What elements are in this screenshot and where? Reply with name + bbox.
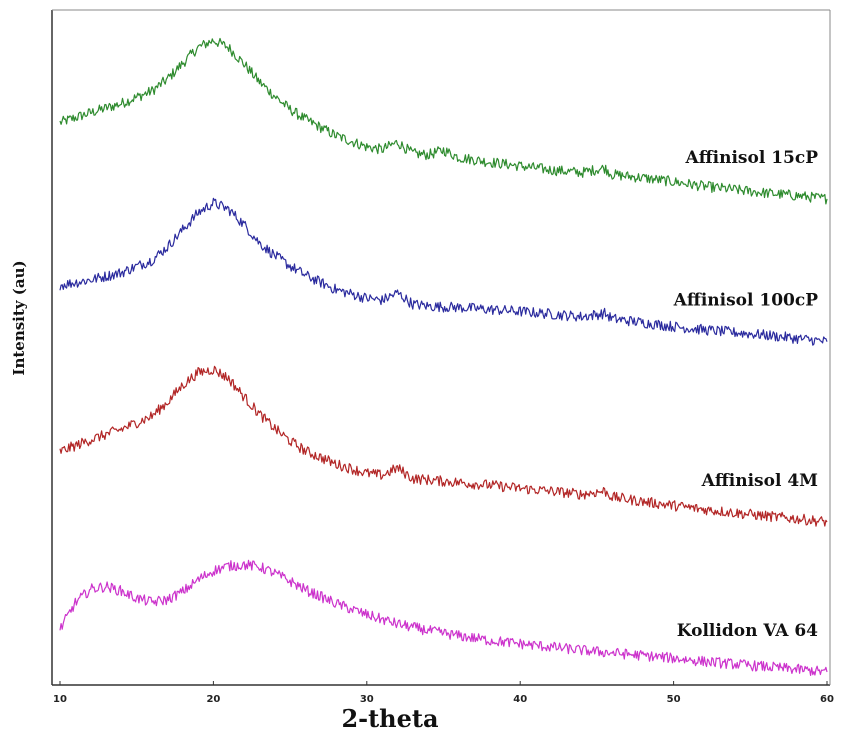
series-line-kollidon-va-64: [59, 559, 828, 676]
x-ticks: 10 20 30 40 50 60: [53, 681, 834, 705]
x-tick-label: 30: [360, 694, 374, 705]
x-tick-label: 50: [667, 694, 681, 705]
series-label-affinisol-4m: Affinisol 4M: [701, 471, 819, 491]
x-tick-label: 60: [820, 694, 834, 705]
series-line-affinisol-4m: [59, 365, 828, 527]
y-axis-label: Intensity (au): [10, 260, 28, 375]
series-label-affinisol-100cp: Affinisol 100cP: [673, 291, 819, 311]
series-line-affinisol-15cp: [59, 37, 828, 205]
x-tick-label: 40: [513, 694, 527, 705]
series-line-affinisol-100cp: [59, 197, 828, 346]
plot-frame: [51, 9, 831, 686]
series-label-affinisol-15cp: Affinisol 15cP: [685, 148, 819, 168]
series-labels: Affinisol 15cP Affinisol 100cP Affinisol 4…: [673, 148, 819, 641]
series-layer: [59, 37, 828, 676]
x-tick-label: 10: [53, 694, 67, 705]
x-tick-label: 20: [206, 694, 220, 705]
x-axis-label: 2-theta: [341, 704, 438, 733]
series-label-kollidon-va-64: Kollidon VA 64: [677, 621, 818, 641]
